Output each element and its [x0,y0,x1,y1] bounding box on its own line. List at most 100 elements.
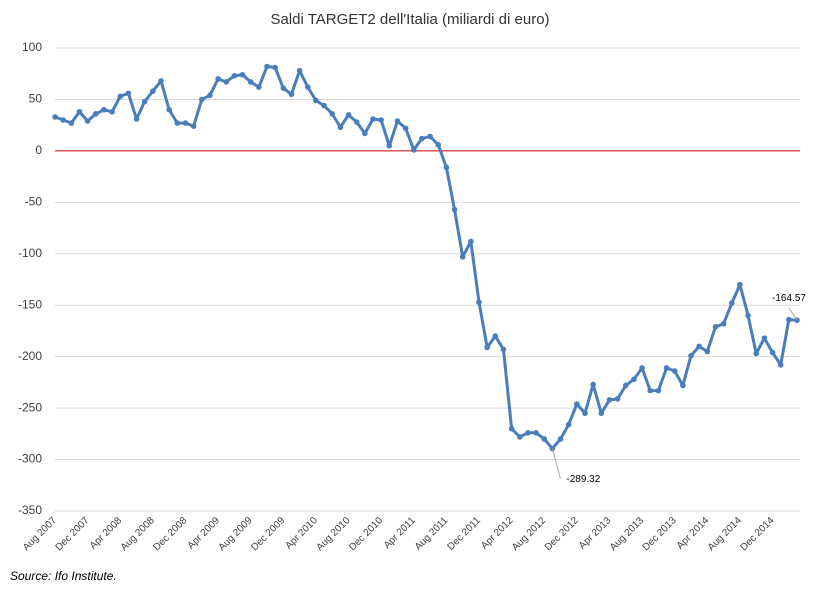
data-point [182,120,189,126]
data-point [541,436,548,442]
data-point [198,96,205,103]
data-point [753,350,760,357]
chart-title: Saldi TARGET2 dell'Italia (miliardi di e… [270,11,549,28]
data-point [150,88,156,95]
source-note: Source: Ifo Institute. [10,569,117,583]
y-tick-label: -50 [25,195,43,209]
data-point [109,108,115,115]
x-tick-label: Aug 2007 [21,515,59,553]
data-point [280,85,287,91]
data-point [663,365,670,371]
data-point [720,320,727,327]
y-tick-label: -300 [18,452,42,466]
data-point [52,114,58,120]
x-tick-label: Aug 2013 [608,515,646,553]
data-point [215,76,221,82]
data-point [60,117,66,123]
data-point [655,387,662,394]
data-point [362,130,368,137]
x-tick-label: Aug 2014 [706,515,744,553]
data-point [484,344,490,351]
y-tick-label: -100 [18,246,42,260]
data-point [117,93,124,100]
data-point [370,116,376,122]
data-point [190,123,197,129]
data-point [337,124,344,131]
data-point [166,106,172,113]
data-point [622,382,629,389]
x-tick-label: Dec 2008 [151,515,189,553]
data-point [256,84,262,90]
annotation-leader [551,448,561,479]
data-point [394,118,401,124]
data-point [223,79,230,85]
x-tick-label: Aug 2011 [413,515,451,553]
data-point [557,436,564,442]
data-point [353,119,360,125]
data-point [386,142,393,149]
series-line [54,65,798,451]
data-point [125,90,132,97]
x-tick-label: Dec 2009 [249,515,287,553]
y-tick-label: 50 [29,92,43,106]
data-point [639,365,645,371]
data-point [68,120,75,126]
data-point [207,92,213,99]
data-point [329,111,336,117]
data-point [533,430,539,436]
x-tick-label: Dec 2007 [54,515,92,553]
data-point [272,64,278,71]
data-point [288,91,295,98]
y-tick-label: -350 [18,503,42,517]
y-tick-label: 0 [35,143,42,157]
data-point [737,281,743,288]
data-point [671,368,678,374]
data-point [631,376,637,383]
x-tick-label: Aug 2012 [510,515,548,553]
data-point [582,410,588,417]
y-tick-label: -250 [18,400,42,414]
data-point [769,349,776,356]
data-point [476,299,482,305]
data-point [313,97,319,104]
data-point [598,410,605,417]
data-point [402,125,409,132]
data-point [614,396,621,402]
data-point [745,312,751,319]
data-point [786,316,792,323]
data-point [84,118,91,124]
data-point [606,397,613,403]
data-point [345,112,352,118]
x-tick-label: Dec 2011 [445,515,483,553]
data-point [459,254,466,260]
data-point [525,430,531,436]
data-point [688,352,694,359]
x-tick-label: Dec 2012 [543,515,581,553]
x-tick-label: Dec 2013 [641,515,679,553]
data-point [696,343,702,350]
data-point [101,106,107,113]
data-point [492,333,499,339]
data-point [435,141,442,148]
data-point [777,362,784,368]
x-tick-label: Dec 2014 [738,515,776,553]
y-tick-label: -150 [18,297,42,311]
data-point [704,348,711,355]
y-tick-label: 100 [22,40,42,54]
data-point [141,98,148,105]
data-point [680,382,686,389]
data-point [133,116,140,122]
data-point [419,135,425,142]
data-point [761,335,768,341]
data-point [158,78,164,84]
data-point [443,164,450,171]
data-point [565,421,572,428]
data-point [712,324,719,330]
data-point [247,79,254,85]
y-tick-label: -200 [18,349,42,363]
x-tick-label: Aug 2010 [314,515,352,553]
data-point [574,401,580,407]
data-point [304,84,311,90]
data-point [728,300,735,306]
